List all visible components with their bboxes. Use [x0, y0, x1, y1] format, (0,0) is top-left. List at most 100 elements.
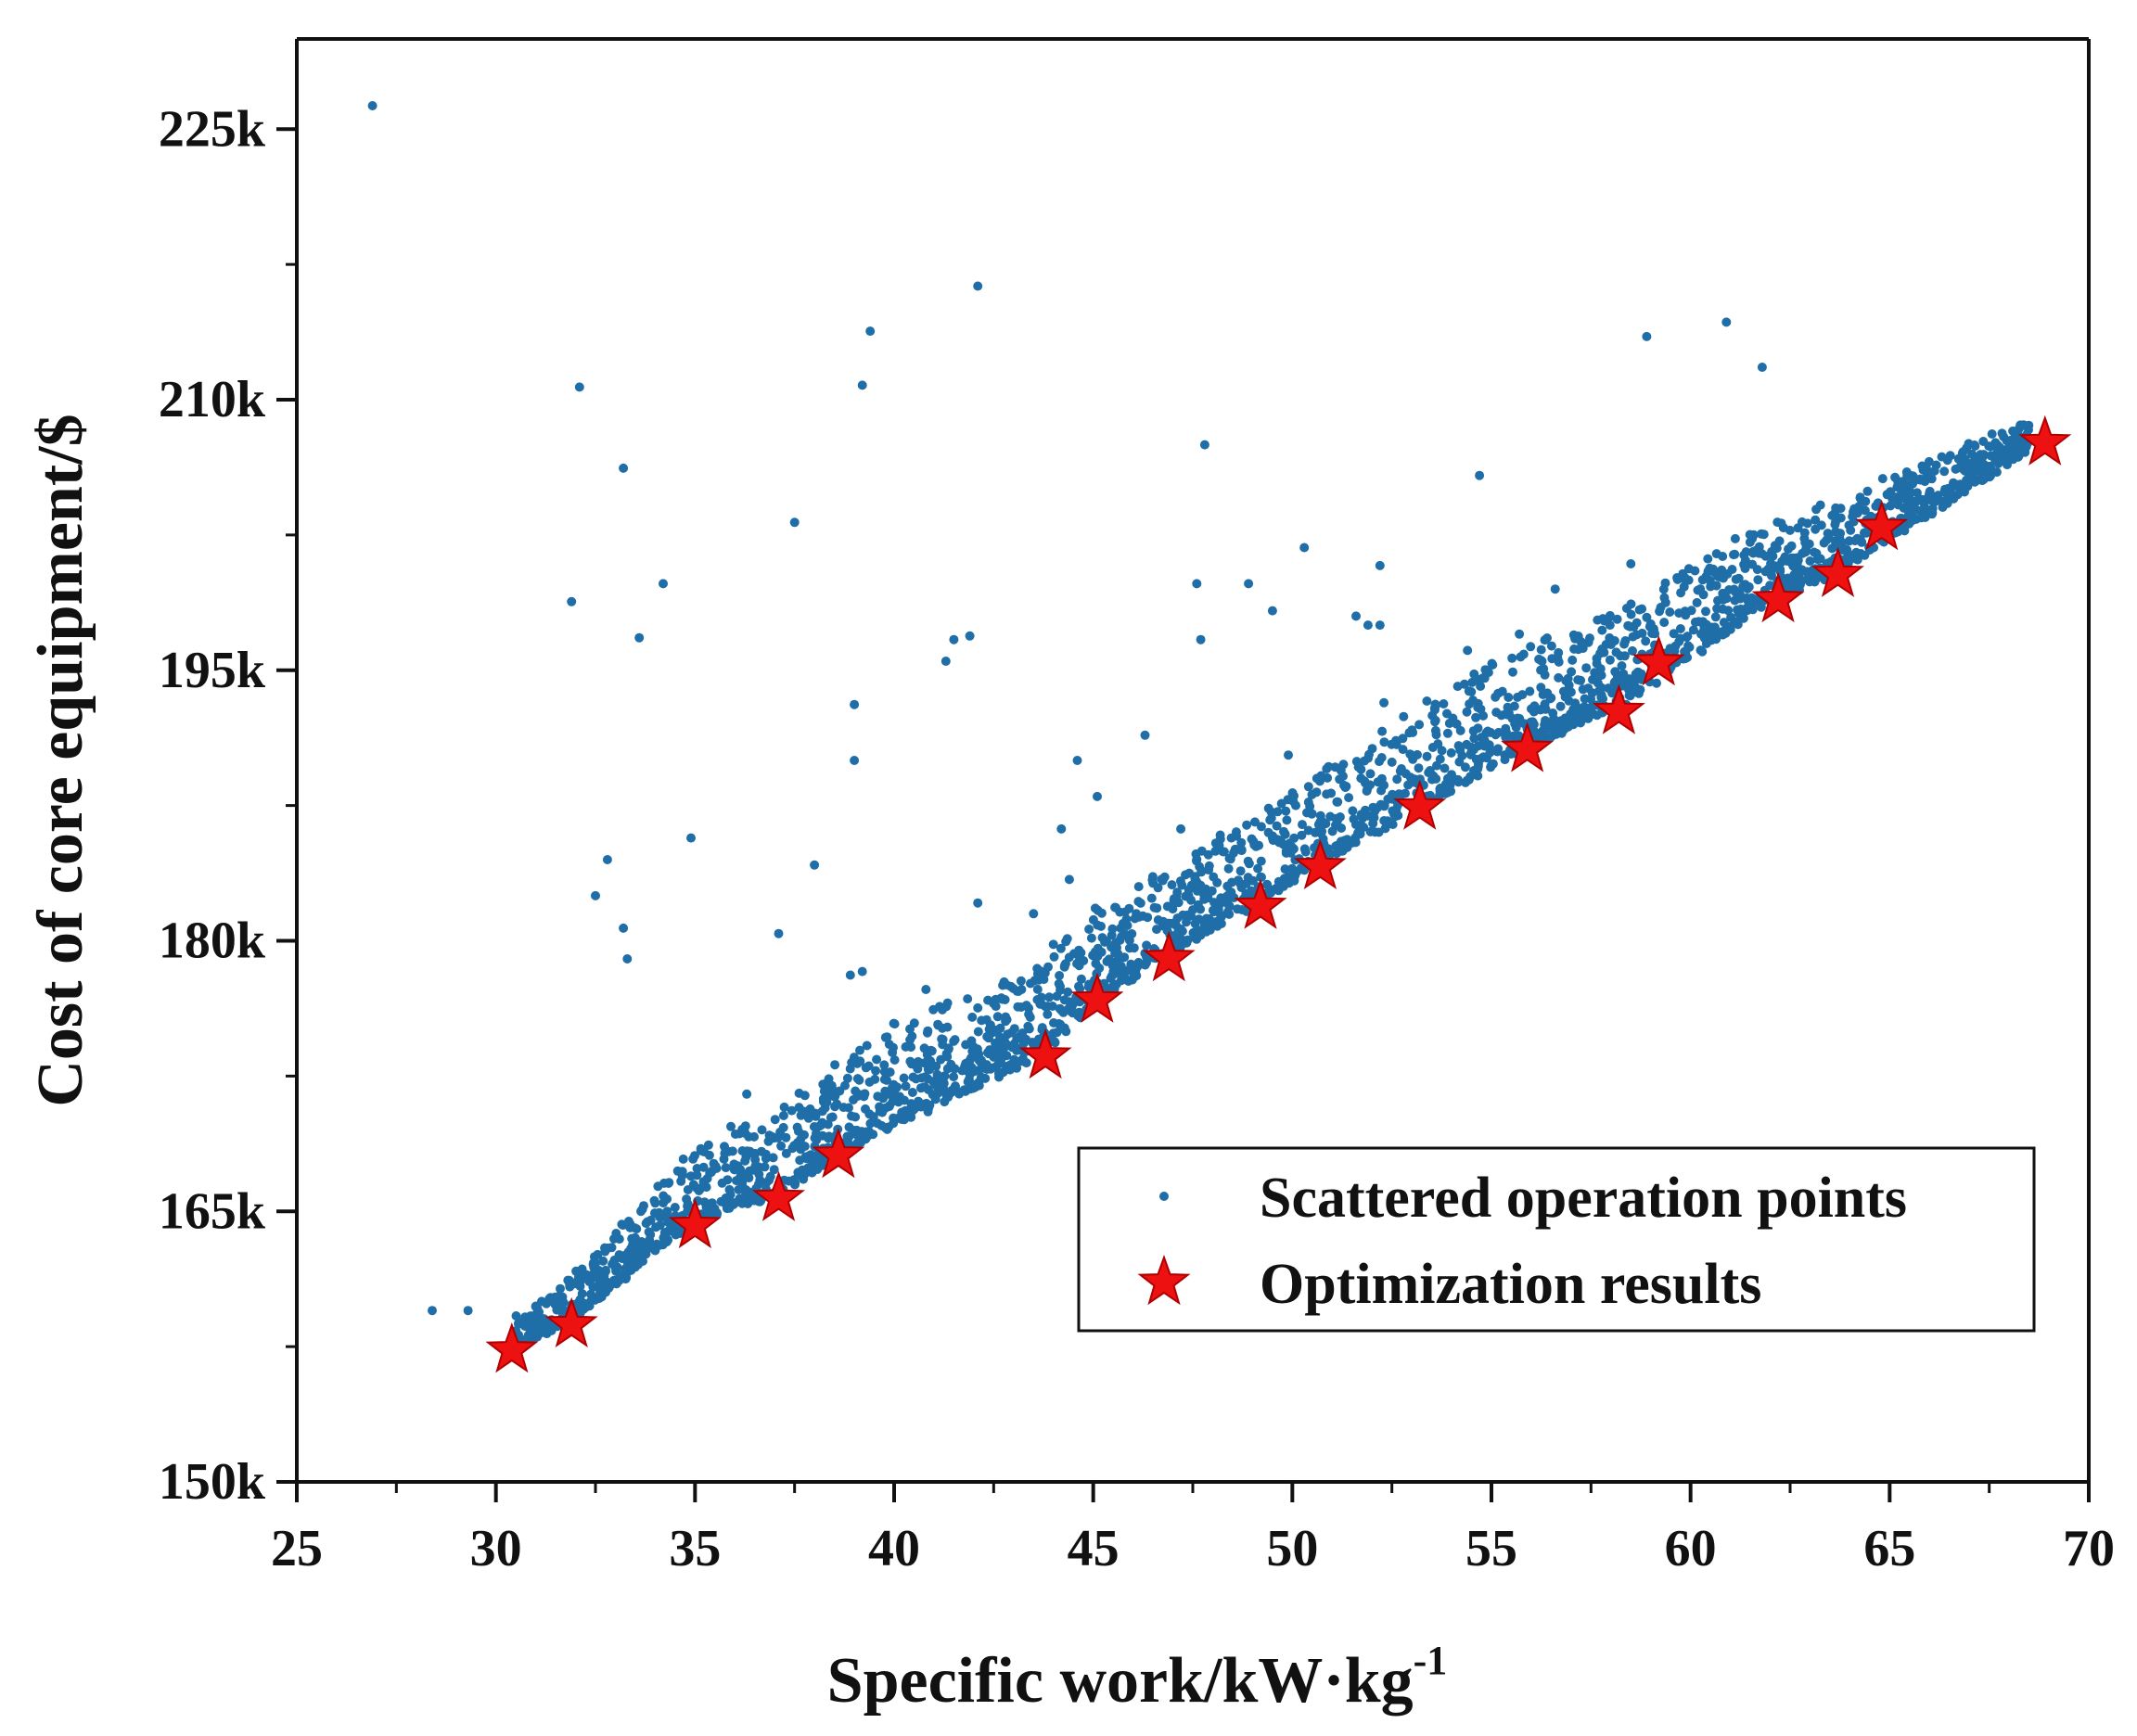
scatter-point	[1446, 747, 1456, 758]
scatter-point	[1647, 623, 1657, 633]
scatter-point	[852, 1130, 863, 1141]
scatter-point	[1356, 773, 1366, 784]
scatter-point	[1279, 826, 1288, 836]
scatter-point	[963, 1077, 973, 1087]
scatter-point	[1299, 542, 1310, 553]
legend-box	[1077, 1146, 2036, 1333]
scatter-point	[1387, 757, 1397, 767]
scatter-point	[659, 1232, 669, 1243]
scatter-point	[954, 1089, 965, 1099]
scatter-point	[1743, 596, 1753, 606]
scatter-point	[816, 1119, 826, 1130]
scatter-point	[1442, 773, 1452, 784]
scatter-point	[1501, 733, 1511, 743]
scatter-point	[1819, 538, 1829, 548]
scatter-point	[531, 1330, 541, 1340]
scatter-point	[1124, 943, 1134, 953]
y-tick-label: 150k	[159, 1453, 266, 1511]
scatter-point	[1242, 820, 1252, 830]
scatter-point	[575, 1295, 585, 1305]
scatter-point	[1284, 750, 1293, 760]
scatter-point	[1008, 984, 1018, 993]
scatter-point	[1760, 567, 1771, 577]
scatter-point	[1945, 451, 1955, 461]
scatter-point	[1375, 560, 1385, 570]
scatter-point	[1452, 682, 1463, 692]
scatter-point	[1193, 900, 1203, 910]
scatter-point	[1688, 625, 1698, 635]
scatter-point	[634, 632, 645, 643]
scatter-point	[1987, 429, 1997, 439]
scatter-point	[1500, 755, 1510, 765]
scatter-point	[901, 1041, 911, 1052]
scatter-point	[1810, 577, 1820, 587]
scatter-point	[1117, 932, 1126, 942]
scatter-point	[1361, 805, 1370, 815]
scatter-point	[1465, 742, 1476, 752]
scatter-point	[1546, 641, 1556, 651]
scatter-point	[1158, 875, 1168, 886]
scatter-point	[864, 1061, 874, 1071]
scatter-point	[646, 1215, 656, 1225]
scatter-point	[1675, 624, 1685, 633]
scatter-point	[854, 1075, 864, 1085]
scatter-point	[1733, 619, 1743, 630]
scatter-point	[1706, 581, 1716, 592]
scatter-point	[1497, 686, 1507, 696]
scatter-point	[1072, 756, 1082, 765]
scatter-point	[599, 1271, 609, 1282]
x-axis-title-superscript: -1	[1414, 1638, 1448, 1683]
scatter-point	[720, 1142, 729, 1152]
scatter-point	[1074, 954, 1084, 964]
scatter-point	[1063, 987, 1073, 997]
scatter-point	[1581, 663, 1592, 673]
scatter-point	[817, 1160, 827, 1170]
scatter-point	[1471, 712, 1481, 722]
scatter-point	[928, 1077, 938, 1087]
scatter-point	[1811, 504, 1822, 515]
scatter-point	[1278, 881, 1288, 891]
scatter-point	[1550, 584, 1560, 594]
scatter-point	[809, 1122, 819, 1131]
scatter-point	[1431, 730, 1441, 740]
scatter-point	[1379, 737, 1389, 747]
scatter-point	[938, 1040, 948, 1050]
scatter-point	[1440, 763, 1450, 773]
optimization-star	[1234, 878, 1287, 929]
scatter-point	[636, 1254, 646, 1264]
scatter-point	[796, 1110, 806, 1120]
scatter-point	[1267, 606, 1277, 616]
scatter-point	[1315, 776, 1324, 786]
scatter-point	[659, 579, 668, 589]
scatter-point	[1536, 656, 1546, 666]
optimization-stars-layer	[485, 415, 2072, 1373]
scatter-point	[927, 1046, 937, 1056]
scatter-point	[1780, 552, 1790, 562]
scatter-point	[1035, 966, 1045, 976]
scatter-point	[1182, 938, 1192, 948]
scatter-point	[726, 1121, 736, 1131]
scatter-point	[1248, 875, 1258, 886]
scatter-point	[815, 1153, 825, 1163]
scatter-point	[1693, 585, 1703, 595]
scatter-point	[826, 1089, 837, 1098]
scatter-point	[702, 1173, 712, 1183]
scatter-point	[703, 1140, 713, 1150]
scatter-point	[1626, 559, 1636, 568]
scatter-point	[672, 1166, 683, 1176]
scatter-point	[2005, 450, 2015, 460]
y-axis-ticks: 150k 165k 180k 195k 210k 225k	[159, 100, 297, 1511]
scatter-point	[696, 1143, 706, 1154]
scatter-point	[1215, 834, 1225, 844]
scatter-point	[1351, 757, 1362, 767]
x-tick-label: 50	[1266, 1520, 1318, 1577]
scatter-point	[1282, 815, 1292, 825]
scatter-point	[1365, 826, 1376, 836]
scatter-point	[899, 1073, 909, 1083]
scatter-point	[1896, 493, 1906, 504]
scatter-point	[778, 1111, 788, 1120]
scatter-point	[721, 1163, 731, 1173]
scatter-point	[1536, 645, 1546, 655]
scatter-point	[1284, 872, 1293, 882]
scatter-point	[974, 1055, 984, 1066]
